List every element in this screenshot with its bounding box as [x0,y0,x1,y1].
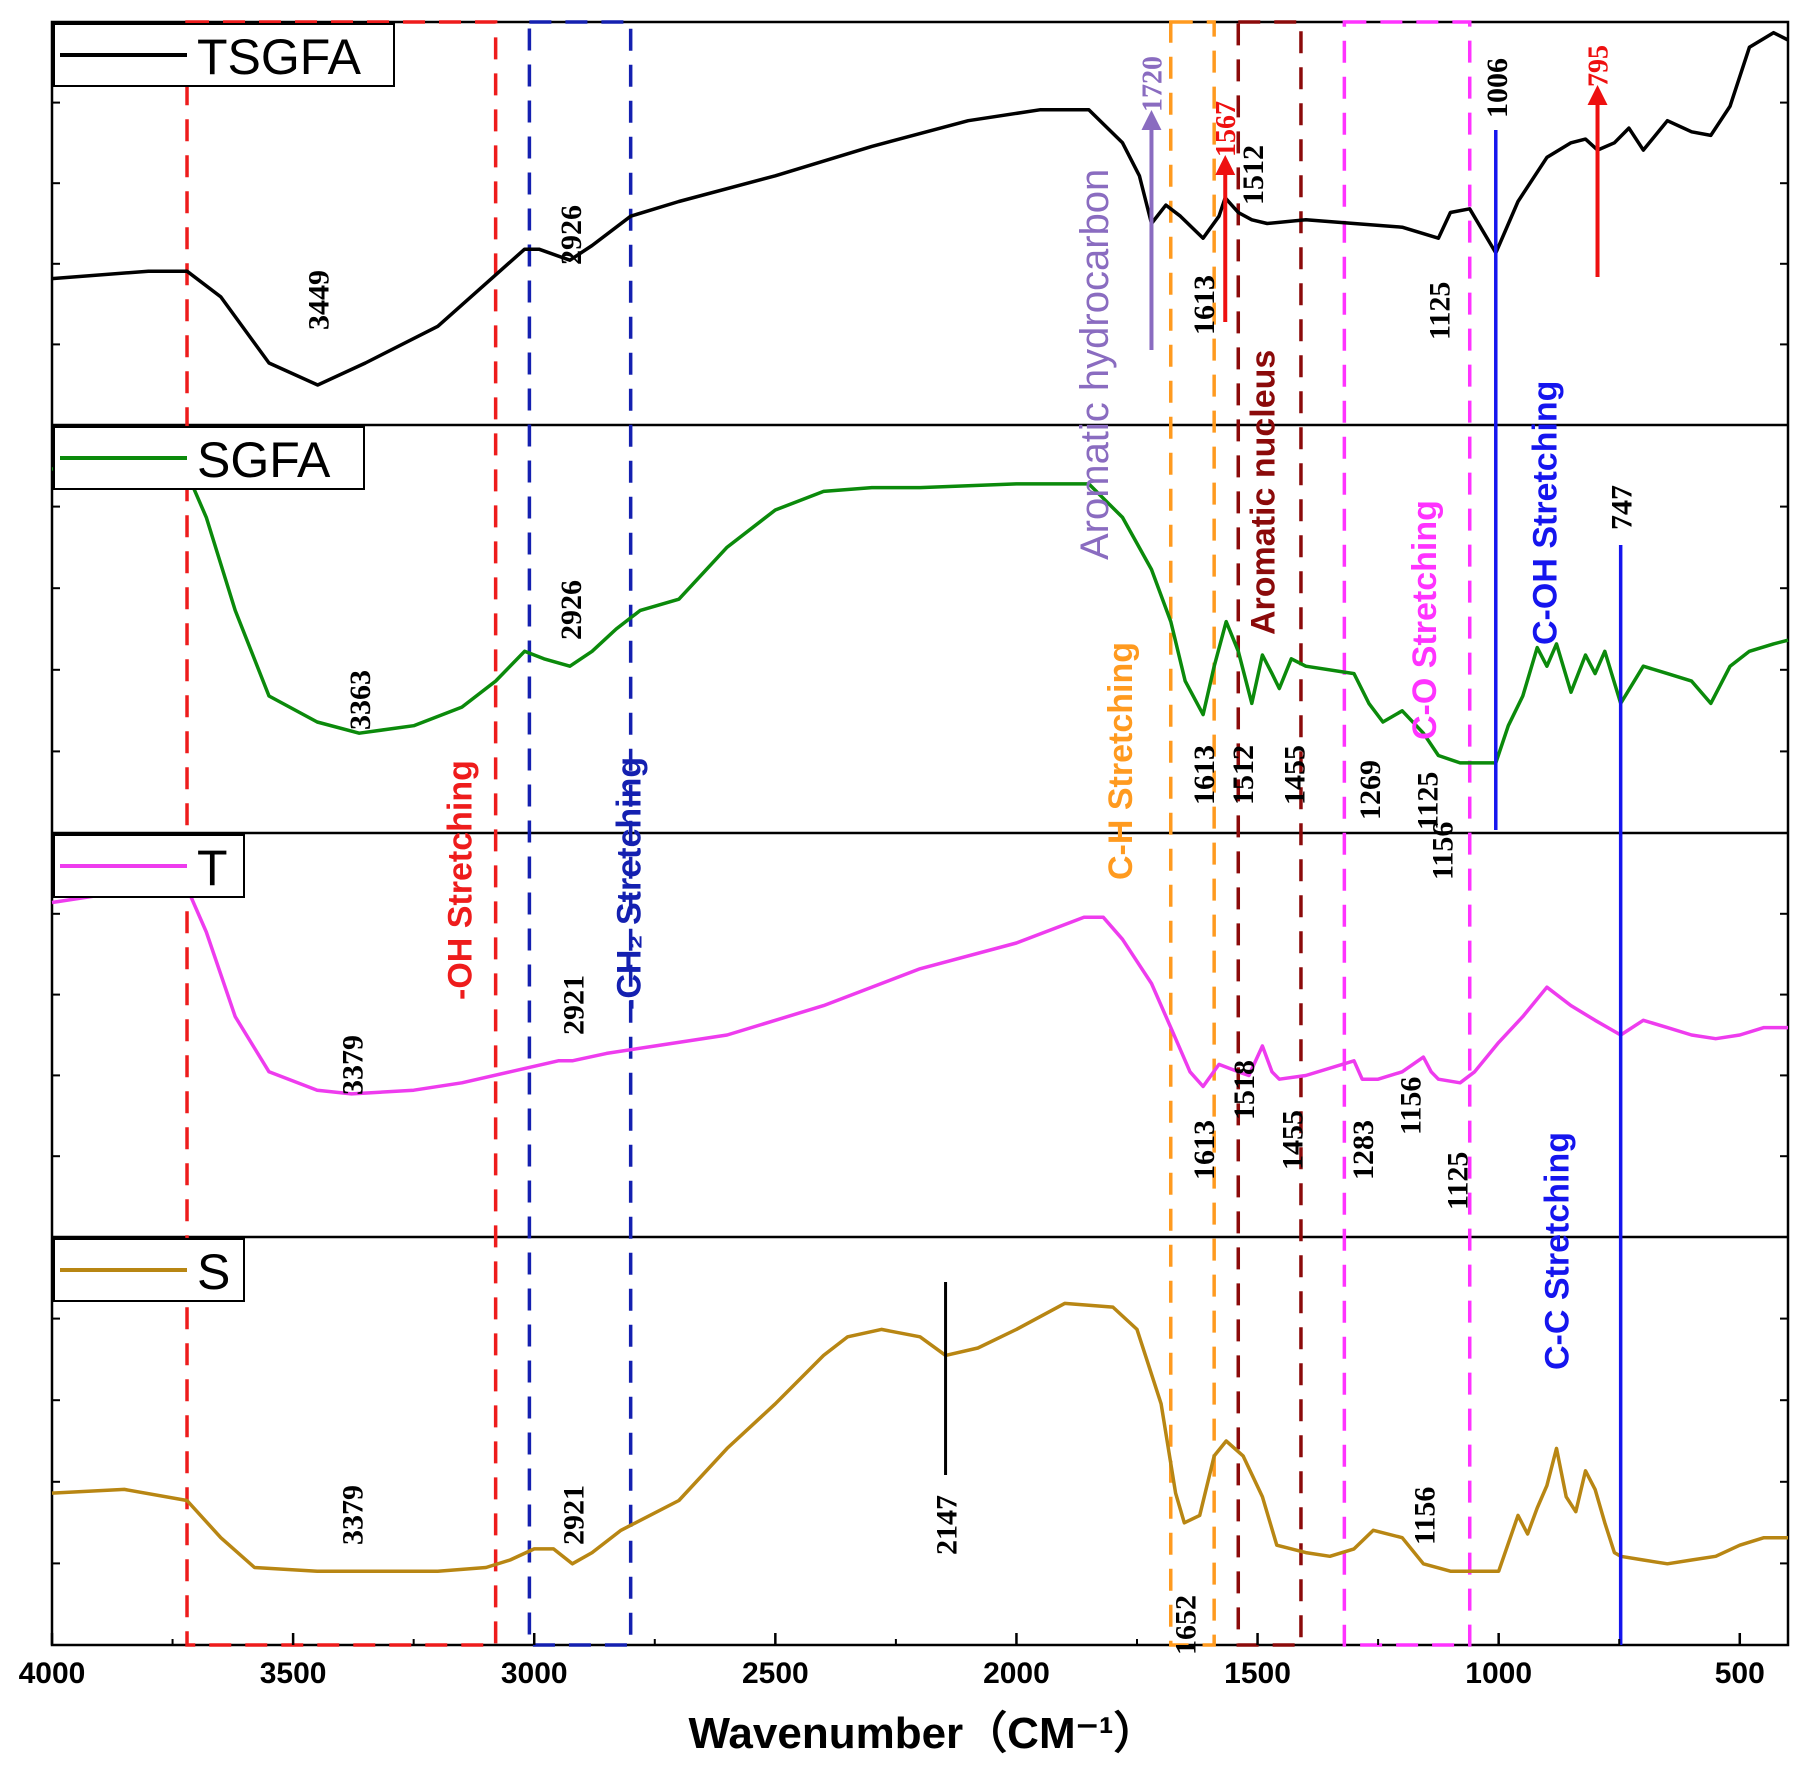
peak-label: 3449 [303,270,336,330]
peak-label: 2147 [931,1495,964,1555]
series-layer [51,30,1789,1573]
peak-label: 1283 [1347,1120,1380,1180]
label-aromatic-hydrocarbon: Aromatic hydrocarbon [1073,169,1117,560]
peak-label: 1613 [1188,745,1221,805]
region-boxes [185,20,1472,1647]
series-line-t [51,886,1788,1096]
peak-label: 2926 [555,580,588,640]
x-tick-label: 500 [1715,1657,1765,1690]
peak-label: 1125 [1411,772,1444,830]
peak-label: 1455 [1278,745,1311,805]
peak-label: 1512 [1237,145,1270,205]
series-line-s [51,1301,1788,1573]
peak-label: 1613 [1188,1120,1221,1180]
arrow-layer: 1720 1567 795 -OH Stretching -CH₂ Stretching… [442,45,1615,1370]
peak-label: 1156 [1394,1077,1427,1135]
x-tick-label: 3500 [260,1657,327,1690]
x-axis: 4000 3500 3000 2500 2000 1500 1000 500 [19,1633,1765,1690]
legend-label-t: T [197,840,228,896]
label--ch-stretching: -CH₂ Stretching [610,757,648,1010]
x-tick-label: 2500 [742,1657,809,1690]
peak-label: 1269 [1354,760,1387,820]
label-c-c-stretching: C-C Stretching [1539,1132,1577,1370]
region-box [527,20,633,1647]
label-aromatic-nucleus: Aromatic nucleus [1244,350,1282,635]
x-tick-label: 1000 [1465,1657,1532,1690]
legend-label-s: S [197,1244,230,1300]
peak-label: 1156 [1426,822,1459,880]
region-box [1169,20,1216,1647]
legend-label-tsgfa: TSGFA [197,29,362,85]
label-c-h-stretching: C-H Stretching [1102,642,1140,880]
peak-label: 1006 [1481,58,1514,118]
peak-label: 3363 [344,670,377,730]
peak-label: 1613 [1188,275,1221,335]
peak-label: 1455 [1276,1110,1309,1170]
label-c-o-stretching: C-O Stretching [1406,500,1444,740]
peak-label: 1125 [1441,1152,1474,1210]
vertical-lines [944,130,1623,1645]
peak-label: 1125 [1423,282,1456,340]
region-box [1342,20,1472,1647]
arrow-label-795: 795 [1584,45,1615,87]
peak-label: 2921 [557,1485,590,1545]
arrow-label-1567: 1567 [1211,101,1242,157]
peak-label: 2926 [555,205,588,265]
label-c-oh-stretching: C-OH Stretching [1527,381,1565,645]
peak-label: 1512 [1227,745,1260,805]
series-line-sgfa [51,463,1789,765]
peak-label: 1156 [1408,1487,1441,1545]
peak-label: 3379 [336,1035,369,1095]
peak-label: 747 [1606,485,1639,530]
x-tick-label: 2000 [983,1657,1050,1690]
peak-label: 2921 [557,975,590,1035]
legend-boxes: TSGFA SGFA T S [53,23,395,1302]
peak-label: 3379 [336,1485,369,1545]
peak-label: 1652 [1169,1595,1202,1655]
region-box [185,20,498,1647]
region-box [1236,20,1303,1647]
arrow-label-1720: 1720 [1137,56,1168,112]
x-tick-label: 4000 [19,1657,86,1690]
peak-label: 1518 [1228,1060,1261,1120]
label--oh-stretching: -OH Stretching [442,760,480,1000]
x-tick-label: 1500 [1224,1657,1291,1690]
series-line-tsgfa [51,30,1789,387]
x-axis-title: Wavenumber（CM⁻¹） [689,1709,1158,1758]
plot-frame [50,20,1790,1647]
x-tick-label: 3000 [501,1657,568,1690]
legend-label-sgfa: SGFA [197,432,331,488]
